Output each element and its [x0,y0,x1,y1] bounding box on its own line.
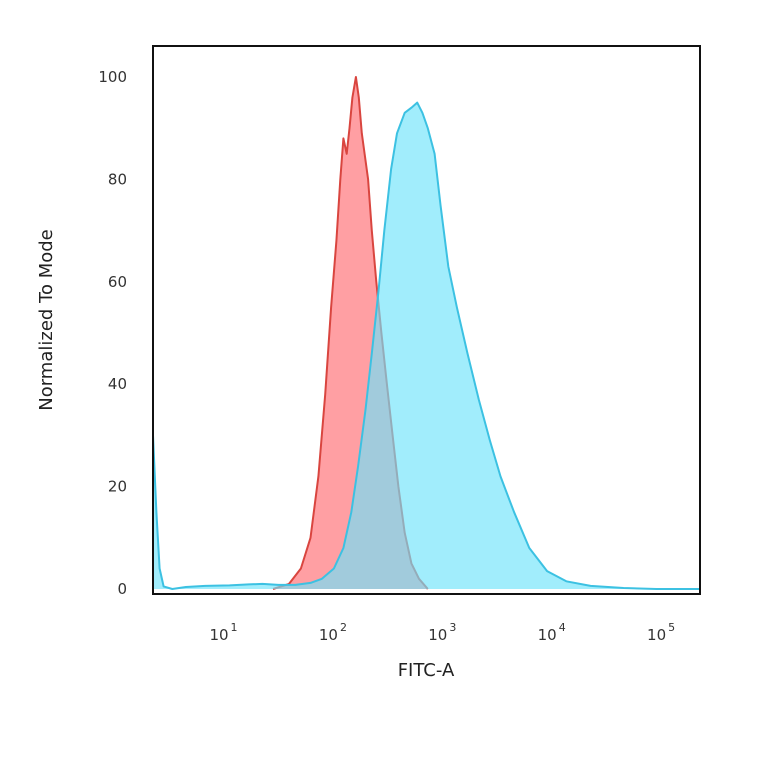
y-tick-label: 60 [108,273,127,291]
series-1-line [152,101,700,590]
x-tick-label: 10 1 [209,621,237,644]
x-tick-label: 10 5 [647,621,675,644]
x-tick-label: 10 3 [428,621,456,644]
y-axis-label: Normalized To Mode [36,229,57,411]
x-axis-label: FITC-A [398,660,455,681]
plot-frame [152,45,701,595]
x-tick-label: 10 2 [319,621,347,644]
y-tick-label: 0 [117,580,127,598]
y-tick-label: 20 [108,478,127,496]
series-1-area [153,102,700,589]
y-tick-label: 40 [108,375,127,393]
y-tick-label: 100 [98,68,127,86]
y-tick-label: 80 [108,170,127,188]
x-tick-label: 10 4 [538,621,566,644]
